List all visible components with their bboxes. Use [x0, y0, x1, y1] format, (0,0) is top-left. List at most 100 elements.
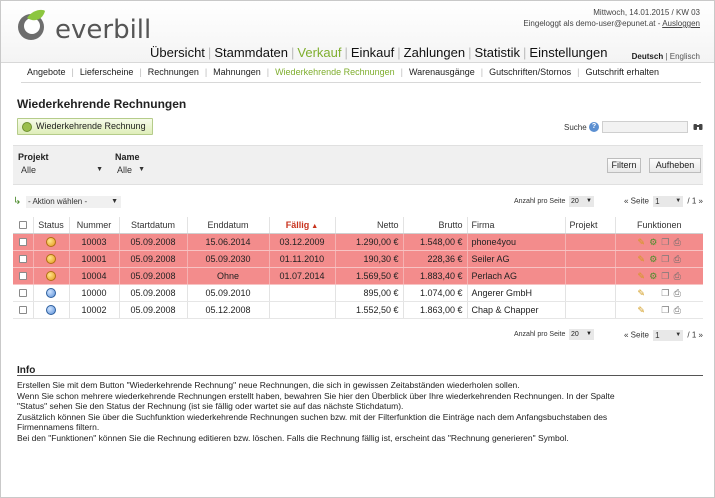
status-cell [33, 233, 70, 251]
col-enddatum[interactable]: Enddatum [187, 217, 270, 234]
reset-filter-button[interactable]: Aufheben [649, 158, 701, 173]
select-all-header[interactable] [13, 217, 34, 234]
print-icon[interactable]: ⎙ [673, 270, 681, 281]
everbill-logo[interactable]: everbill [15, 7, 151, 47]
pager-prev[interactable]: « Seite [624, 330, 649, 340]
per-page-select[interactable]: 20 ▼ [569, 196, 594, 207]
sub-nav-item[interactable]: Mahnungen [213, 67, 261, 77]
sub-nav-item[interactable]: Lieferscheine [79, 67, 134, 77]
edit-pencil-icon[interactable]: ✎ [637, 287, 646, 298]
edit-pencil-icon[interactable]: ✎ [637, 304, 646, 315]
select-all-checkbox[interactable] [18, 221, 27, 230]
gross-cell: 228,36 € [403, 250, 468, 268]
print-icon[interactable]: ⎙ [673, 304, 681, 315]
pager-prev[interactable]: « Seite [624, 196, 649, 206]
generate-invoice-icon[interactable]: ⚙ [649, 253, 658, 264]
col-startdatum[interactable]: Startdatum [119, 217, 188, 234]
row-checkbox[interactable] [18, 272, 27, 281]
row-select-cell[interactable] [13, 250, 34, 268]
lang-englisch[interactable]: Englisch [669, 52, 700, 61]
row-select-cell[interactable] [13, 267, 34, 285]
table-row[interactable]: 10001 05.09.2008 05.09.2030 01.11.2010 190,3… [13, 250, 703, 268]
main-nav-item[interactable]: Verkauf [297, 45, 342, 60]
row-checkbox[interactable] [18, 289, 27, 298]
row-checkbox[interactable] [18, 255, 27, 264]
sub-nav-item[interactable]: Warenausgänge [409, 67, 475, 77]
table-row[interactable]: 10004 05.09.2008 Ohne 01.07.2014 1.569,50 €1… [13, 267, 703, 285]
row-checkbox[interactable] [18, 306, 27, 315]
pager-next[interactable]: / 1 » [687, 196, 703, 206]
table-row[interactable]: 10000 05.09.2008 05.09.2010 895,00 €1.074,0… [13, 284, 703, 302]
main-nav-item[interactable]: Stammdaten [214, 45, 289, 60]
copy-document-icon[interactable]: ❐ [661, 270, 670, 281]
page-value: 1 [655, 331, 660, 340]
binoculars-icon[interactable] [693, 122, 703, 131]
pager-next[interactable]: / 1 » [687, 330, 703, 340]
copy-document-icon[interactable]: ❐ [661, 236, 670, 247]
edit-pencil-icon[interactable]: ✎ [637, 270, 646, 281]
col-projekt[interactable]: Projekt [565, 217, 616, 234]
row-select-cell[interactable] [13, 301, 34, 319]
search-input[interactable] [602, 121, 688, 133]
edit-pencil-icon[interactable]: ✎ [637, 236, 646, 247]
generate-invoice-icon[interactable]: ⚙ [649, 236, 658, 247]
sub-nav-item[interactable]: Rechnungen [147, 67, 199, 77]
due-date-cell [269, 301, 336, 319]
gross-cell: 1.548,00 € [403, 233, 468, 251]
bulk-action-select[interactable]: - Aktion wählen - ▼ [26, 196, 121, 208]
main-nav-item[interactable]: Einstellungen [529, 45, 608, 60]
sub-nav-item[interactable]: Wiederkehrende Rechnungen [275, 67, 395, 77]
edit-pencil-icon[interactable]: ✎ [637, 253, 646, 264]
table-row[interactable]: 10002 05.09.2008 05.12.2008 1.552,50 €1.863… [13, 301, 703, 319]
print-icon[interactable]: ⎙ [673, 236, 681, 247]
page-value: 1 [655, 197, 660, 206]
company-cell: Perlach AG [467, 267, 566, 285]
table-row[interactable]: 10003 05.09.2008 15.06.2014 03.12.2009 1.290… [13, 233, 703, 251]
new-recurring-invoice-button[interactable]: Wiederkehrende Rechnung [17, 118, 153, 135]
row-checkbox[interactable] [18, 238, 27, 247]
function-icons: ✎ ⚙ ❐ ⎙ [637, 236, 682, 247]
pager-bottom: « Seite 1 ▼ / 1 » [624, 330, 703, 341]
sub-nav-item[interactable]: Gutschriften/Stornos [489, 67, 572, 77]
gross-cell: 1.863,00 € [403, 301, 468, 319]
copy-document-icon[interactable]: ❐ [661, 253, 670, 264]
copy-document-icon[interactable]: ❐ [661, 304, 670, 315]
row-select-cell[interactable] [13, 233, 34, 251]
sub-nav-item[interactable]: Angebote [27, 67, 66, 77]
print-icon[interactable]: ⎙ [673, 287, 681, 298]
end-date-cell: 05.12.2008 [187, 301, 270, 319]
lang-deutsch[interactable]: Deutsch [631, 52, 664, 61]
col-netto[interactable]: Netto [335, 217, 404, 234]
name-filter-value: Alle [117, 165, 133, 175]
name-filter-select[interactable]: Alle ▼ [117, 164, 145, 176]
generate-invoice-icon[interactable]: ⚙ [649, 270, 658, 281]
col-faellig[interactable]: Fällig ▲ [269, 217, 336, 234]
page-select[interactable]: 1 ▼ [653, 330, 684, 341]
copy-document-icon[interactable]: ❐ [661, 287, 670, 298]
row-select-cell[interactable] [13, 284, 34, 302]
logout-link[interactable]: Ausloggen [662, 19, 700, 28]
col-faellig-label: Fällig [285, 219, 310, 230]
filter-button[interactable]: Filtern [607, 158, 641, 173]
info-divider [17, 375, 703, 376]
col-status[interactable]: Status [33, 217, 70, 234]
print-icon[interactable]: ⎙ [673, 253, 681, 264]
project-cell [565, 250, 616, 268]
main-nav-item[interactable]: Statistik [474, 45, 521, 60]
function-icons: ✎ ❐ ⎙ [637, 287, 682, 298]
main-nav-item[interactable]: Übersicht [150, 45, 205, 60]
col-funktionen: Funktionen [615, 217, 703, 234]
nav-separator: | [207, 45, 212, 60]
main-nav-item[interactable]: Einkauf [350, 45, 395, 60]
col-nummer[interactable]: Nummer [69, 217, 120, 234]
company-cell: Seiler AG [467, 250, 566, 268]
per-page-select-bottom[interactable]: 20 ▼ [569, 329, 594, 340]
project-filter-select[interactable]: Alle ▼ [21, 164, 103, 176]
due-date-cell: 03.12.2009 [269, 233, 336, 251]
col-firma[interactable]: Firma [467, 217, 566, 234]
main-nav-item[interactable]: Zahlungen [403, 45, 466, 60]
help-icon[interactable]: ? [589, 122, 599, 132]
page-select[interactable]: 1 ▼ [653, 196, 684, 207]
sub-nav-item[interactable]: Gutschrift erhalten [585, 67, 659, 77]
col-brutto[interactable]: Brutto [403, 217, 468, 234]
